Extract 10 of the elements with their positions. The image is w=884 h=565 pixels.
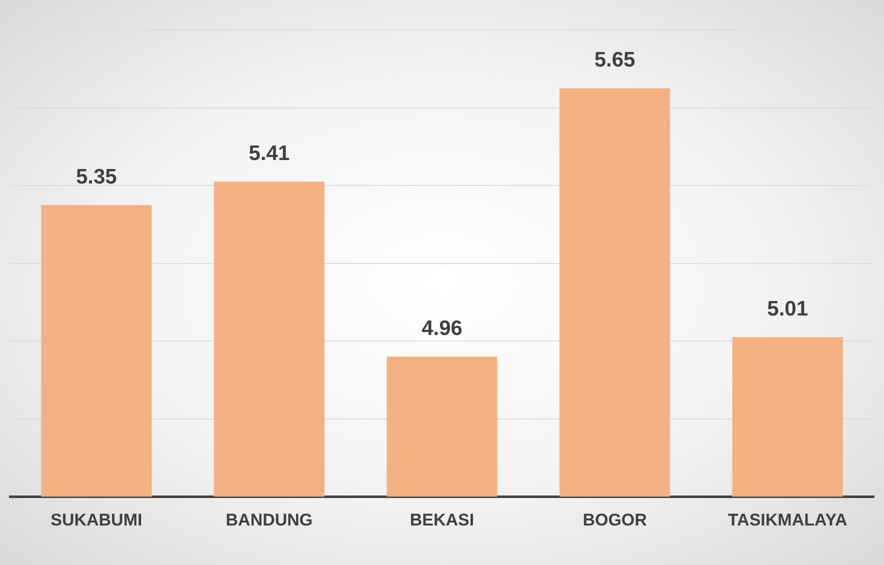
data-label: 5.41 bbox=[248, 142, 290, 165]
data-label: 4.96 bbox=[422, 316, 462, 340]
x-tick-label: BOGOR bbox=[582, 510, 647, 530]
x-tick-label: TASIKMALAYA bbox=[728, 510, 848, 530]
x-tick-label: BEKASI bbox=[410, 510, 474, 530]
data-label: 5.01 bbox=[767, 297, 808, 320]
data-label: 5.35 bbox=[76, 165, 118, 188]
data-label: 5.65 bbox=[594, 48, 636, 72]
x-tick-label: SUKABUMI bbox=[50, 510, 142, 530]
x-tick-label: BANDUNG bbox=[226, 510, 313, 530]
